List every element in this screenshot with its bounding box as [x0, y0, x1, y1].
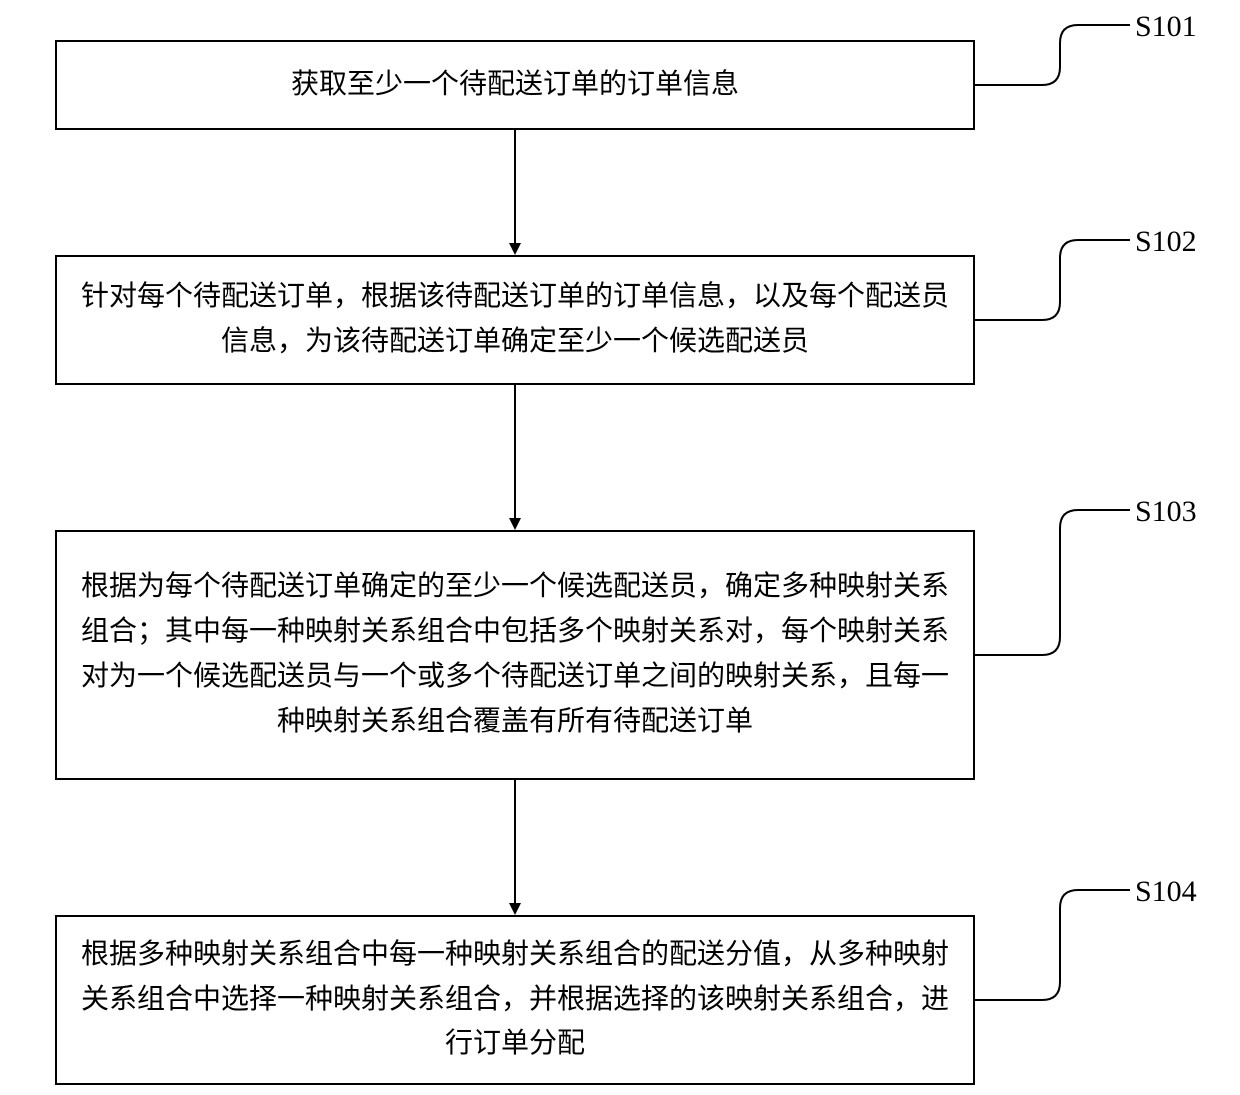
- flowchart-canvas: 获取至少一个待配送订单的订单信息 针对每个待配送订单，根据该待配送订单的订单信息…: [0, 0, 1240, 1095]
- flow-node-s101-text: 获取至少一个待配送订单的订单信息: [291, 63, 739, 108]
- connectors-group: [975, 25, 1130, 1000]
- flow-node-s101: 获取至少一个待配送订单的订单信息: [55, 40, 975, 130]
- flow-node-s102: 针对每个待配送订单，根据该待配送订单的订单信息，以及每个配送员信息，为该待配送订…: [55, 255, 975, 385]
- flow-node-s102-text: 针对每个待配送订单，根据该待配送订单的订单信息，以及每个配送员信息，为该待配送订…: [77, 275, 953, 365]
- step-label-s103: S103: [1135, 495, 1197, 529]
- step-label-s102: S102: [1135, 225, 1197, 259]
- connector-s101: [975, 25, 1130, 85]
- flow-node-s103-text: 根据为每个待配送订单确定的至少一个候选配送员，确定多种映射关系组合；其中每一种映…: [77, 565, 953, 744]
- flow-node-s104-text: 根据多种映射关系组合中每一种映射关系组合的配送分值，从多种映射关系组合中选择一种…: [77, 933, 953, 1067]
- connector-s104: [975, 890, 1130, 1000]
- connector-s103: [975, 510, 1130, 655]
- flow-node-s103: 根据为每个待配送订单确定的至少一个候选配送员，确定多种映射关系组合；其中每一种映…: [55, 530, 975, 780]
- connector-s102: [975, 240, 1130, 320]
- step-label-s104: S104: [1135, 875, 1197, 909]
- step-label-s101: S101: [1135, 10, 1197, 44]
- flow-node-s104: 根据多种映射关系组合中每一种映射关系组合的配送分值，从多种映射关系组合中选择一种…: [55, 915, 975, 1085]
